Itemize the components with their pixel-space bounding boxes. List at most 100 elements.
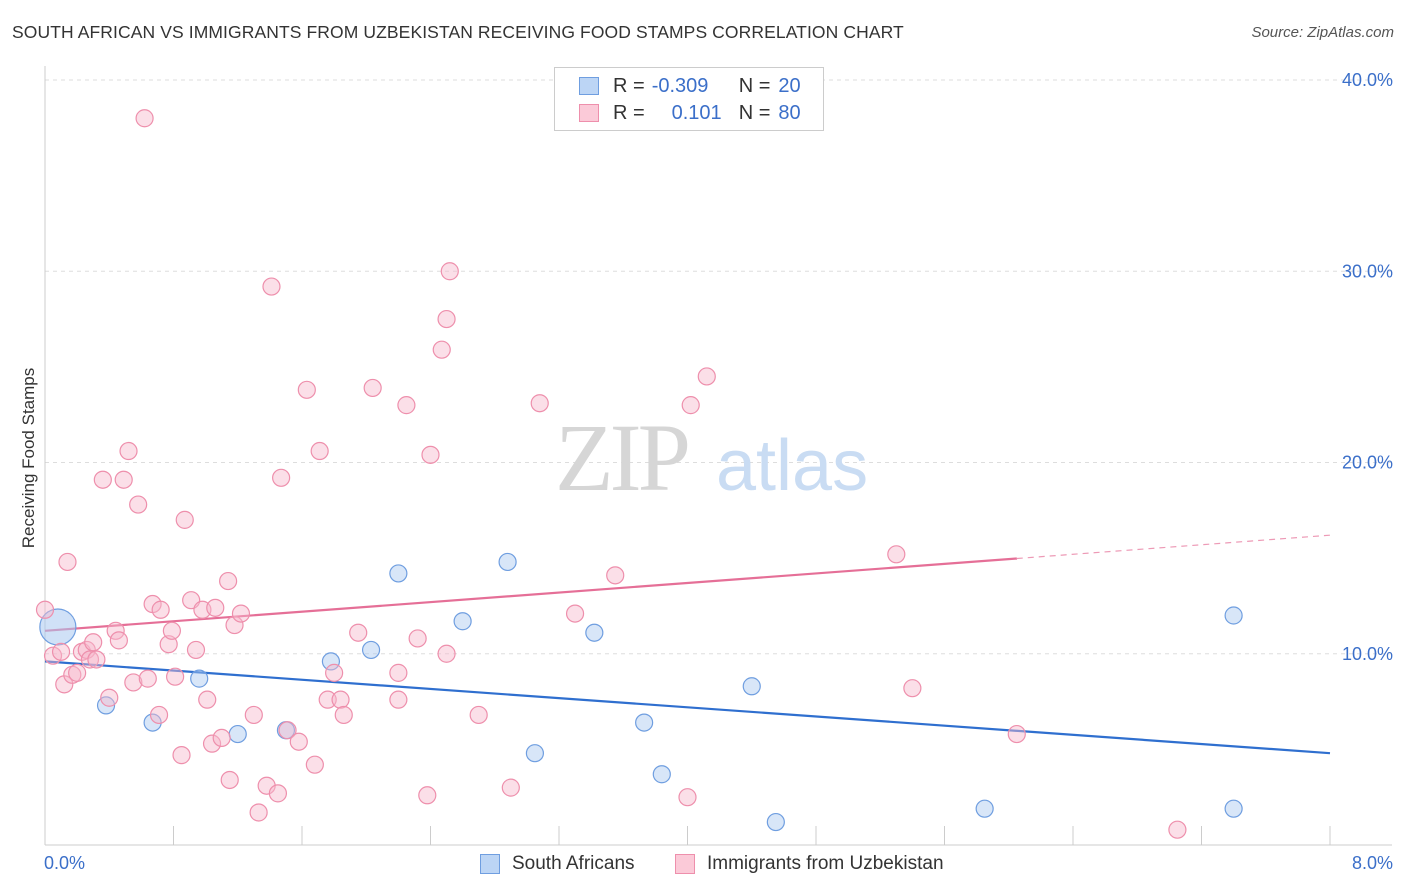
source-credit: Source: ZipAtlas.com	[1251, 24, 1394, 41]
point-uzbekistan	[437, 644, 456, 663]
legend-item-uzbekistan: Immigrants from Uzbekistan	[675, 850, 944, 878]
legend-n-value: 20	[778, 74, 801, 97]
point-uzbekistan	[389, 663, 408, 682]
point-uzbekistan	[202, 734, 222, 753]
point-uzbekistan	[501, 778, 520, 797]
legend-r-value: -0.309	[651, 74, 709, 97]
point-south-africans	[190, 669, 209, 688]
legend-item-south-africans: South Africans	[480, 850, 635, 878]
point-south-africans	[453, 612, 472, 631]
point-uzbekistan	[244, 705, 263, 725]
point-uzbekistan	[106, 621, 125, 640]
point-uzbekistan	[186, 640, 206, 660]
y-axis-label: Receiving Food Stamps	[19, 368, 38, 548]
legend-label-uzbekistan: Immigrants from Uzbekistan	[707, 853, 944, 874]
trend-line-uzbekistan-dashed	[1016, 534, 1331, 560]
point-south-africans	[975, 799, 994, 818]
data-points	[35, 109, 1243, 839]
legend-row-south-africans: R = -0.309 N = 20	[579, 74, 801, 98]
point-uzbekistan	[68, 663, 87, 682]
point-uzbekistan	[149, 705, 169, 725]
point-uzbekistan	[432, 340, 451, 359]
point-uzbekistan	[198, 690, 217, 709]
point-uzbekistan	[159, 635, 178, 654]
point-uzbekistan	[119, 441, 138, 461]
trend-line-uzbekistan	[44, 557, 1017, 632]
point-uzbekistan	[175, 510, 194, 529]
point-south-africans	[652, 765, 671, 784]
chart-title: SOUTH AFRICAN VS IMMIGRANTS FROM UZBEKIS…	[12, 22, 904, 42]
grid-lines	[45, 79, 1392, 655]
point-uzbekistan	[325, 663, 344, 682]
point-uzbekistan	[151, 600, 170, 619]
point-uzbekistan	[109, 631, 128, 650]
point-uzbekistan	[349, 623, 368, 642]
legend-n-label: N =	[738, 101, 771, 124]
point-south-africans	[1224, 799, 1243, 818]
point-uzbekistan	[166, 667, 185, 686]
point-uzbekistan	[408, 629, 427, 648]
point-uzbekistan	[331, 690, 350, 709]
point-uzbekistan	[206, 598, 225, 617]
point-uzbekistan	[262, 277, 281, 296]
legend-swatch-blue	[480, 854, 500, 874]
legend-row-uzbekistan: R = 0.101 N = 80	[579, 101, 801, 125]
point-south-africans	[742, 677, 761, 696]
point-uzbekistan	[124, 673, 143, 692]
point-south-africans	[635, 713, 654, 732]
y-tick-label: 20.0%	[1342, 453, 1393, 473]
point-uzbekistan	[440, 262, 459, 281]
point-uzbekistan	[172, 746, 191, 765]
legend-swatch-pink	[675, 854, 695, 874]
point-south-africans	[585, 623, 604, 642]
point-uzbekistan	[278, 721, 297, 740]
point-uzbekistan	[93, 470, 112, 489]
point-south-africans	[498, 552, 517, 572]
point-uzbekistan	[318, 690, 337, 709]
point-uzbekistan	[1168, 820, 1187, 839]
point-south-africans	[389, 564, 408, 583]
y-tick-label: 30.0%	[1342, 261, 1393, 281]
y-tick-label: 40.0%	[1342, 70, 1393, 90]
trend-lines	[44, 534, 1331, 755]
point-south-africans	[766, 812, 785, 832]
point-south-africans	[361, 640, 381, 660]
point-uzbekistan	[138, 669, 157, 688]
correlation-legend: R = -0.309 N = 20 R = 0.101 N = 80	[554, 67, 824, 131]
watermark-atlas: atlas	[716, 426, 868, 506]
legend-r-value: 0.101	[671, 101, 722, 124]
point-uzbekistan	[272, 468, 291, 487]
point-uzbekistan	[681, 396, 700, 415]
point-uzbekistan	[437, 309, 456, 329]
point-uzbekistan	[469, 705, 488, 725]
point-uzbekistan	[84, 633, 103, 652]
point-uzbekistan	[1007, 724, 1026, 744]
trend-line-south-africans	[44, 660, 1331, 755]
point-uzbekistan	[35, 600, 55, 619]
point-uzbekistan	[225, 615, 244, 635]
point-uzbekistan	[220, 770, 239, 790]
point-south-africans	[321, 652, 341, 671]
point-uzbekistan	[249, 803, 268, 822]
point-uzbekistan	[418, 786, 437, 805]
point-uzbekistan	[219, 571, 238, 591]
point-uzbekistan	[606, 566, 625, 585]
legend-label-south-africans: South Africans	[512, 853, 635, 874]
point-uzbekistan	[565, 604, 585, 623]
point-uzbekistan	[129, 495, 148, 514]
point-uzbekistan	[697, 367, 716, 386]
x-tick-label: 8.0%	[1352, 853, 1393, 873]
point-uzbekistan	[421, 445, 440, 464]
point-uzbekistan	[310, 441, 329, 461]
point-south-africans	[228, 724, 247, 744]
point-uzbekistan	[887, 545, 906, 564]
point-uzbekistan	[135, 109, 154, 128]
legend-n-label: N =	[738, 74, 771, 97]
point-uzbekistan	[114, 470, 133, 489]
legend-r-label: R =	[613, 101, 645, 124]
point-uzbekistan	[268, 784, 288, 803]
point-uzbekistan	[397, 396, 416, 415]
watermark-zip: ZIP	[555, 404, 688, 511]
legend-r-label: R =	[613, 74, 645, 97]
